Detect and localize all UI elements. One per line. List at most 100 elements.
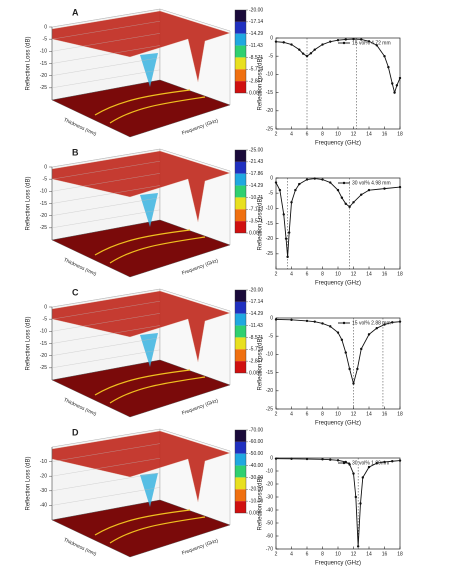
x-axis-label: Frequency (GHz) <box>315 281 361 287</box>
z-tick-label: -10 <box>40 329 47 335</box>
colorbar-tick-label: -17.14 <box>249 299 263 305</box>
series-point <box>348 367 351 371</box>
z-tick-label: -10 <box>40 49 47 55</box>
x-tick-label: 16 <box>382 271 388 277</box>
series-point <box>352 201 355 204</box>
panel-label: B <box>72 147 79 157</box>
series-point <box>352 382 355 385</box>
series-point <box>336 331 340 334</box>
z-grid <box>51 458 161 477</box>
colorbar-band <box>235 325 246 338</box>
colorbar-tick-label: -3.571 <box>249 218 263 224</box>
z-tick-label: -5 <box>43 316 48 322</box>
x-tick-label: 2 <box>275 551 278 557</box>
colorbar-tick-label: -30.00 <box>249 475 263 481</box>
colorbar-band <box>235 45 246 58</box>
floor-contour <box>94 369 206 404</box>
x-tick-label: 12 <box>351 411 357 417</box>
series-point <box>375 44 378 47</box>
x-axis-label: Frequency (GHz) <box>315 421 361 427</box>
series-point <box>367 188 371 192</box>
x-axis-label: Frequency (GHz) <box>315 561 361 567</box>
series-point <box>329 40 332 43</box>
series-point <box>352 37 355 41</box>
x-tick-label: 6 <box>306 411 309 417</box>
series-point <box>321 322 324 325</box>
x-tick-label: 16 <box>382 551 388 557</box>
y-tick-label: -25 <box>266 126 273 132</box>
x-axis-label: Thickness (mm) <box>62 537 97 558</box>
z-tick-label: -25 <box>40 85 47 91</box>
series-point <box>387 65 390 69</box>
series-point <box>305 457 309 461</box>
series-point <box>294 188 297 192</box>
y-tick-label: -25 <box>266 251 273 257</box>
series-point <box>398 76 402 80</box>
surface-dip <box>140 333 158 367</box>
colorbar-tick-label: 0.000 <box>249 370 262 376</box>
series-line <box>275 38 401 95</box>
x-tick-label: 10 <box>335 411 341 417</box>
colorbar-tick-label: 0.000 <box>249 510 262 516</box>
colorbar-band <box>235 150 246 162</box>
surface <box>51 150 231 223</box>
legend-point <box>342 321 346 325</box>
series-point <box>383 187 386 190</box>
series-line <box>275 319 401 386</box>
floor <box>51 219 231 278</box>
series-point <box>393 91 396 94</box>
colorbar-band <box>235 501 246 513</box>
colorbar-band <box>235 290 246 302</box>
y-tick-label: -50 <box>266 520 273 526</box>
series-point <box>367 333 371 336</box>
colorbar-tick-label: -10.71 <box>249 195 263 201</box>
y-axis-label: Reflection Loss (dB) <box>258 476 264 530</box>
colorbar-tick-label: -25.00 <box>249 147 263 153</box>
z-grid <box>51 443 161 462</box>
series-point <box>356 367 359 371</box>
colorbar-frame <box>234 9 247 94</box>
z-tick-label: -25 <box>40 225 47 231</box>
z-grid <box>51 487 161 506</box>
colorbar-band <box>235 361 246 373</box>
colorbar-frame <box>234 429 247 514</box>
colorbar-tick-label: -14.29 <box>249 183 263 189</box>
z-grid <box>51 185 161 204</box>
colorbar-tick-label: -2.857 <box>249 78 263 84</box>
colorbar-band <box>235 301 246 314</box>
colorbar-tick-label: -14.29 <box>249 31 263 37</box>
y-tick-label: -20 <box>266 388 273 394</box>
surface-dip <box>140 473 158 507</box>
z-tick-label: -5 <box>43 176 48 182</box>
colorbar-tick-label: -17.86 <box>249 171 263 177</box>
panel-label: A <box>72 7 79 17</box>
series-point <box>287 231 291 234</box>
x-tick-label: 4 <box>290 271 293 277</box>
z-tick-label: -20 <box>40 353 47 359</box>
series-point <box>274 457 278 460</box>
x-tick-label: 4 <box>290 551 293 557</box>
colorbar-tick-label: -7.143 <box>249 207 263 213</box>
surface-dip <box>140 193 158 227</box>
plot-frame <box>275 177 401 270</box>
z-grid <box>51 173 161 192</box>
z-grid <box>51 337 161 356</box>
x-tick-label: 6 <box>306 271 309 277</box>
colorbar-tick-label: -8.571 <box>249 55 263 61</box>
x-axis-label: Thickness (mm) <box>62 117 97 138</box>
z-grid <box>51 45 161 64</box>
series-point <box>360 38 363 41</box>
series-point <box>274 181 278 184</box>
series-point <box>313 48 316 51</box>
colorbar-tick-label: -10.00 <box>249 498 263 504</box>
x-tick-label: 6 <box>306 131 309 137</box>
x-tick-label: 18 <box>397 411 403 417</box>
series-point <box>356 545 360 548</box>
x-tick-label: 6 <box>306 551 309 557</box>
series-point <box>274 318 278 321</box>
z-axis-label: Reflection Loss (dB) <box>26 316 32 370</box>
x-tick-label: 14 <box>366 411 372 417</box>
colorbar-band <box>235 21 246 34</box>
series-line <box>275 458 401 547</box>
